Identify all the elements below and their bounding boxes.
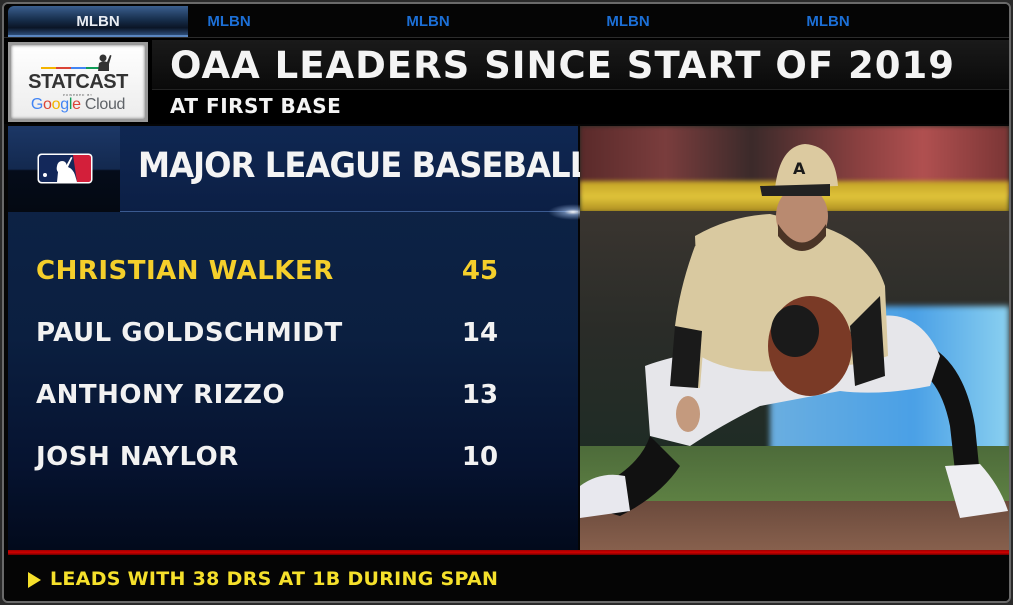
tab-mlbn-active[interactable]: MLBN xyxy=(8,6,188,37)
oaa-value: 14 xyxy=(461,318,499,348)
footer-note: LEADS WITH 38 DRS AT 1B DURING SPAN xyxy=(50,568,499,590)
league-name: MAJOR LEAGUE BASEBALL xyxy=(138,146,590,186)
leader-row: PAUL GOLDSCHMIDT 14 xyxy=(8,308,578,370)
league-header: MAJOR LEAGUE BASEBALL xyxy=(8,126,590,212)
statcast-logo: STATCAST POWERED BY Google Cloud xyxy=(8,42,148,122)
batter-silhouette-icon xyxy=(98,54,112,71)
cap-logo: A xyxy=(793,159,806,178)
tab-mlbn[interactable]: MLBN xyxy=(406,13,450,30)
player-name: CHRISTIAN WALKER xyxy=(36,256,334,286)
graphic-header: STATCAST POWERED BY Google Cloud OAA LEA… xyxy=(4,38,1009,124)
accent-divider xyxy=(8,550,1009,555)
infield-dirt xyxy=(580,501,1009,550)
oaa-value: 13 xyxy=(461,380,499,410)
graphic-title: OAA LEADERS SINCE START OF 2019 xyxy=(170,44,955,87)
player-name: PAUL GOLDSCHMIDT xyxy=(36,318,343,348)
color-stripe xyxy=(41,67,101,69)
title-bar xyxy=(152,40,1009,90)
leader-row: ANTHONY RIZZO 13 xyxy=(8,370,578,432)
oaa-value: 45 xyxy=(461,256,499,286)
league-logo-block xyxy=(8,126,120,212)
tab-mlbn[interactable]: MLBN xyxy=(806,13,850,30)
tab-mlbn[interactable]: MLBN xyxy=(606,13,650,30)
leader-row: CHRISTIAN WALKER 45 xyxy=(8,246,578,308)
oaa-value: 10 xyxy=(461,442,499,472)
statcast-wordmark: STATCAST xyxy=(28,71,128,93)
leaders-list: CHRISTIAN WALKER 45 PAUL GOLDSCHMIDT 14 … xyxy=(8,246,578,494)
player-name: ANTHONY RIZZO xyxy=(36,380,286,410)
mlb-logo-icon xyxy=(37,153,93,184)
footer-note-bar: LEADS WITH 38 DRS AT 1B DURING SPAN xyxy=(4,555,1009,601)
play-arrow-icon xyxy=(28,572,41,588)
tab-mlbn[interactable]: MLBN xyxy=(207,13,251,30)
graphic-subtitle: AT FIRST BASE xyxy=(170,94,342,118)
google-cloud-wordmark: Google Cloud xyxy=(30,96,126,113)
leader-row: JOSH NAYLOR 10 xyxy=(8,432,578,494)
player-figure: A xyxy=(580,144,1008,518)
powered-by-label: POWERED BY xyxy=(62,93,93,97)
leaderboard-panel: MAJOR LEAGUE BASEBALL CHRISTIAN WALKER 4… xyxy=(8,126,598,550)
network-tab-bar: MLBN MLBN MLBN MLBN MLBN xyxy=(4,4,1009,38)
player-name: JOSH NAYLOR xyxy=(36,442,239,472)
player-photo: A xyxy=(580,126,1009,550)
